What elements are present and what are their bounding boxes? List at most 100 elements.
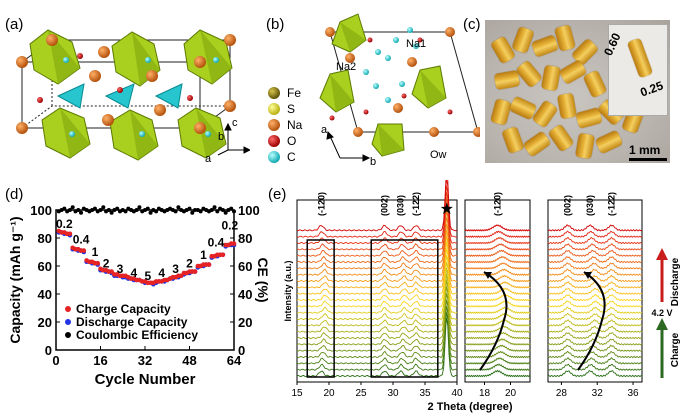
xrd-pattern — [296, 191, 458, 251]
rate-label: 1 — [200, 248, 207, 262]
data-point-coulombic-efficiency — [134, 208, 139, 212]
y2-tick-label-d: 80 — [238, 231, 252, 246]
xrd-pattern — [464, 249, 531, 258]
xrd-x-tick-label: 30 — [387, 388, 399, 399]
xrd-pattern — [296, 261, 457, 321]
data-point-coulombic-efficiency — [92, 206, 97, 211]
xrd-x-tick-label: 15 — [291, 388, 303, 399]
legend-fe: Fe — [267, 85, 327, 101]
xrd-pattern — [464, 262, 531, 270]
xrd-pattern — [548, 325, 643, 333]
xrd-pattern — [547, 332, 643, 340]
legend-marker-d — [65, 319, 71, 325]
data-point-coulombic-efficiency — [148, 210, 153, 215]
rate-label: 3 — [172, 262, 179, 276]
xrd-pattern — [547, 274, 643, 283]
x-tick-label-d: 64 — [227, 353, 242, 368]
xrd-pattern — [464, 268, 531, 277]
data-point-coulombic-efficiency — [137, 205, 142, 210]
xrd-pattern — [464, 331, 531, 340]
xrd-pattern — [547, 306, 643, 314]
xrd-x-label: 2 Theta (degree) — [428, 401, 513, 413]
data-point-coulombic-efficiency — [173, 209, 178, 214]
xrd-pattern — [464, 280, 531, 289]
data-point-charge-capacity — [95, 260, 101, 266]
xrd-pattern — [547, 300, 643, 308]
y-tick-label-d: 100 — [30, 203, 52, 218]
xrd-pattern — [296, 229, 458, 289]
axis-b-label: b — [218, 131, 224, 143]
rate-label: 1 — [92, 245, 99, 259]
data-point-coulombic-efficiency — [154, 209, 159, 214]
x-tick-label-d: 0 — [52, 353, 59, 368]
xrd-pattern — [547, 319, 643, 327]
axis-triad-b — [326, 130, 371, 162]
peak-label: (-122) — [411, 192, 421, 216]
xrd-x-tick-label: 25 — [355, 388, 367, 399]
y2-tick-label-d: 0 — [238, 343, 245, 358]
xrd-pattern — [296, 210, 458, 270]
y-tick-label-d: 0 — [45, 343, 52, 358]
data-point-coulombic-efficiency — [215, 209, 220, 214]
y-tick-label-d: 80 — [38, 231, 52, 246]
rate-label: 0.4 — [73, 233, 90, 247]
panel-c-label: (c) — [463, 16, 481, 33]
y2-axis-label-d: CE (%) — [255, 257, 270, 302]
peak-label: (-122) — [607, 192, 617, 216]
legend-label-d: Charge Capacity — [76, 302, 171, 316]
xrd-pattern — [464, 274, 531, 283]
xrd-x-tick-label: 18 — [479, 388, 491, 399]
xrd-pattern — [464, 224, 531, 232]
crystal-structure-a: c b a — [16, 29, 250, 165]
peak-label: (002) — [380, 195, 390, 216]
xrd-x-tick-label: 20 — [505, 388, 517, 399]
y2-tick-label-d: 20 — [238, 315, 252, 330]
xrd-pattern — [464, 255, 531, 264]
xrd-pattern — [296, 248, 458, 308]
data-point-coulombic-efficiency — [62, 206, 67, 211]
data-point-coulombic-efficiency — [187, 206, 192, 211]
y-axis-label-d: Capacity (mAh g⁻¹) — [7, 216, 23, 343]
axis-c-label: c — [232, 117, 238, 129]
data-point-coulombic-efficiency — [212, 205, 217, 210]
xrd-pattern — [464, 287, 531, 296]
scale-bar-label: 1 mm — [629, 143, 661, 157]
peak-label: (030) — [396, 195, 406, 216]
xrd-pattern — [547, 370, 643, 378]
shift-arrow-1 — [479, 271, 508, 371]
xrd-pattern — [547, 230, 643, 238]
xrd-pattern — [296, 197, 458, 257]
xrd-x-tick-label: 36 — [627, 388, 639, 399]
data-point-coulombic-efficiency — [101, 205, 106, 210]
y2-tick-label-d: 100 — [238, 203, 260, 218]
xrd-pattern — [547, 350, 643, 359]
xrd-x-tick-label: 20 — [323, 388, 335, 399]
data-point-coulombic-efficiency — [229, 206, 234, 211]
rate-label: 4 — [131, 266, 138, 280]
xrd-pattern — [296, 235, 458, 295]
rate-label: 3 — [117, 262, 124, 276]
crystal-inset — [608, 24, 668, 116]
legend-marker-d — [65, 332, 71, 338]
data-point-coulombic-efficiency — [198, 209, 203, 214]
scale-bar — [629, 158, 667, 161]
xrd-pattern — [296, 279, 458, 340]
peak-label: (002) — [563, 195, 573, 216]
x-tick-label-d: 48 — [182, 353, 196, 368]
xrd-frame-2 — [547, 199, 643, 383]
xrd-pattern — [547, 287, 643, 295]
y2-tick-label-d: 60 — [238, 259, 252, 274]
legend-o: O — [267, 133, 327, 149]
axis-b-label-b: b — [370, 156, 376, 168]
zoom-box-1 — [306, 239, 335, 378]
crystal-photo — [485, 20, 670, 163]
xrd-pattern — [547, 262, 643, 270]
xrd-chart: 15 20 25 30 35 40 (-120) (002) (030) (-122) 18 20 (-… — [283, 180, 681, 413]
legend-marker-d — [65, 306, 71, 312]
xrd-pattern — [547, 344, 643, 352]
rate-label: 4 — [158, 266, 165, 280]
xrd-pattern — [296, 292, 458, 352]
xrd-pattern — [296, 180, 458, 232]
xrd-pattern — [464, 357, 531, 365]
data-point-coulombic-efficiency — [232, 209, 236, 214]
